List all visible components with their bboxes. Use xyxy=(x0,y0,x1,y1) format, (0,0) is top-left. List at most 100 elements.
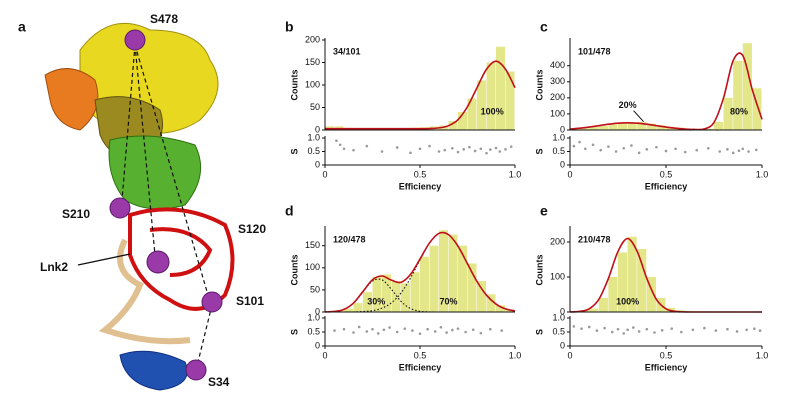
bar xyxy=(410,272,420,312)
y-tick-label: 200 xyxy=(550,92,565,102)
scatter-point xyxy=(376,332,380,335)
s-y-tick-label: 1.0 xyxy=(307,132,320,142)
scatter-point xyxy=(587,325,591,329)
scatter-point xyxy=(365,330,369,333)
scatter-point xyxy=(357,325,361,329)
bar xyxy=(420,256,429,312)
s-y-tick-label: 1.0 xyxy=(552,312,565,322)
bar xyxy=(353,303,363,312)
bar xyxy=(627,236,637,312)
scatter-point xyxy=(443,148,447,152)
x-tick-label: 1.0 xyxy=(756,169,769,179)
x-tick-label: 0.5 xyxy=(660,169,673,179)
site-label: S478 xyxy=(150,12,178,26)
scatter-point xyxy=(403,327,407,330)
bar xyxy=(382,274,391,312)
bar xyxy=(429,245,439,312)
scatter-point xyxy=(747,150,750,153)
bar xyxy=(627,122,637,130)
y-tick-label: 0 xyxy=(315,124,320,134)
bar xyxy=(589,308,599,312)
scatter-point xyxy=(338,143,342,147)
scatter-point xyxy=(437,150,441,153)
x-axis-label: Efficiency xyxy=(645,181,688,191)
scatter-point xyxy=(456,150,460,154)
scatter-point xyxy=(645,148,649,151)
x-tick-label: 0.5 xyxy=(660,350,673,360)
scatter-point xyxy=(409,151,412,155)
scatter-point xyxy=(660,329,664,332)
bar xyxy=(618,123,628,130)
scatter-point xyxy=(462,148,466,151)
y-axis-label: Counts xyxy=(534,70,544,101)
bar xyxy=(714,121,724,130)
scatter-point xyxy=(603,326,606,330)
scatter-point xyxy=(352,148,355,152)
site-label: Lnk2 xyxy=(40,260,68,274)
bar xyxy=(656,125,666,130)
chart-title: 210/478 xyxy=(578,234,611,244)
y-tick-label: 100 xyxy=(305,262,320,272)
bar xyxy=(448,234,458,312)
s-y-tick-label: 0 xyxy=(315,159,320,169)
bar xyxy=(391,281,401,312)
scatter-point xyxy=(445,331,448,334)
annotation: 70% xyxy=(439,296,457,306)
scatter-point xyxy=(426,327,429,331)
bar xyxy=(637,121,647,130)
s-axis-label: S xyxy=(534,329,544,335)
scatter-point xyxy=(622,146,626,150)
x-tick-label: 0 xyxy=(322,169,327,179)
scatter-point xyxy=(683,150,687,154)
scatter-point xyxy=(726,148,729,151)
scatter-point xyxy=(479,147,483,151)
y-tick-label: 0 xyxy=(560,306,565,316)
bar xyxy=(579,127,589,130)
scatter-point xyxy=(500,329,504,332)
scatter-point xyxy=(626,328,629,332)
bar xyxy=(344,308,353,312)
scatter-point xyxy=(352,331,355,334)
scatter-point xyxy=(737,149,741,152)
bar xyxy=(608,124,618,130)
scatter-point xyxy=(572,325,576,328)
scatter-point xyxy=(335,139,338,142)
s-y-tick-label: 0.5 xyxy=(552,146,565,156)
scatter-point xyxy=(703,326,706,330)
x-axis-label: Efficiency xyxy=(399,362,442,372)
bar xyxy=(496,305,505,312)
scatter-point xyxy=(645,327,649,331)
site-label: S34 xyxy=(208,375,230,389)
bar xyxy=(363,292,372,312)
scatter-point xyxy=(371,327,374,331)
scatter-point xyxy=(726,327,729,331)
scatter-point xyxy=(489,148,492,151)
scatter-point xyxy=(578,140,581,144)
domain-blue xyxy=(119,350,188,391)
scatter-point xyxy=(504,148,507,151)
s-y-tick-label: 0.5 xyxy=(307,326,320,336)
scatter-point xyxy=(451,146,454,150)
s-axis-label: S xyxy=(289,148,299,154)
bar xyxy=(477,80,486,130)
domain-red-loop xyxy=(149,227,213,277)
bar xyxy=(467,263,477,312)
y-axis-label: Counts xyxy=(289,255,299,286)
domain-red xyxy=(128,207,235,311)
fit-component xyxy=(324,278,515,313)
scatter-point xyxy=(595,329,599,332)
x-tick-label: 0.5 xyxy=(414,350,427,360)
scatter-point xyxy=(471,328,475,332)
bar xyxy=(742,43,752,130)
scatter-point xyxy=(632,326,635,329)
bar xyxy=(704,128,714,130)
scatter-point xyxy=(473,149,477,153)
s-y-tick-label: 1.0 xyxy=(552,132,565,142)
y-axis-label: Counts xyxy=(534,255,544,286)
y-tick-label: 200 xyxy=(305,34,320,44)
bar xyxy=(467,98,477,130)
scatter-point xyxy=(745,328,748,332)
x-tick-label: 0 xyxy=(322,350,327,360)
scatter-point xyxy=(674,147,677,151)
y-tick-label: 400 xyxy=(550,60,565,70)
